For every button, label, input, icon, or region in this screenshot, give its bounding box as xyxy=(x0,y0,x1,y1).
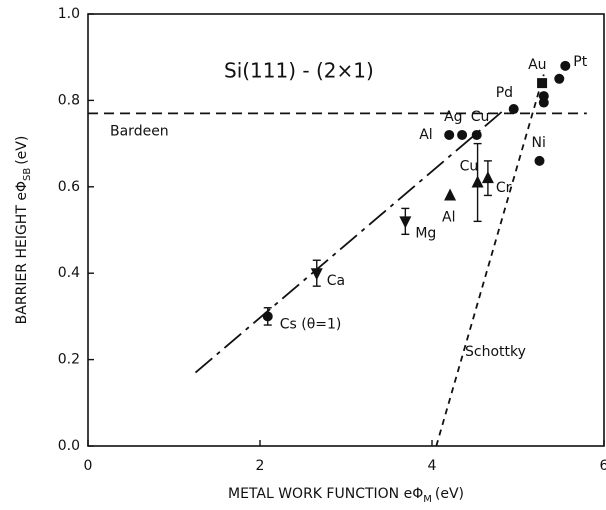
y-label-unit: (eV) xyxy=(14,136,30,165)
point xyxy=(262,311,273,322)
line-label: Schottky xyxy=(465,344,526,360)
y-tick-label: 0.4 xyxy=(58,265,80,281)
point-label: Cr xyxy=(496,180,512,196)
point-label: Ca xyxy=(327,273,345,289)
x-label-sub: M xyxy=(423,494,432,505)
point-label: Al xyxy=(442,209,455,225)
x-tick-label: 2 xyxy=(256,458,265,474)
point xyxy=(471,175,484,188)
y-axis-label: BARRIER HEIGHT eΦSB (eV) xyxy=(14,136,33,325)
y-tick-label: 0.6 xyxy=(58,179,80,195)
point xyxy=(538,97,549,108)
point-label: Cu xyxy=(471,109,490,125)
y-tick-label: 0.0 xyxy=(58,438,80,454)
y-tick-label: 0.2 xyxy=(58,352,80,368)
point-label: Au xyxy=(528,57,546,73)
fit-line xyxy=(435,74,545,447)
point xyxy=(481,171,494,184)
point xyxy=(444,129,455,140)
point-label: Mg xyxy=(415,225,436,241)
point xyxy=(399,216,412,229)
annotation: Si(111) - (2×1) xyxy=(224,59,374,83)
x-tick-label: 6 xyxy=(600,458,606,474)
point-label: Ni xyxy=(532,135,546,151)
fit-line xyxy=(194,108,506,374)
point xyxy=(537,78,548,89)
y-tick-label: 0.8 xyxy=(58,92,80,108)
y-tick-label: 1.0 xyxy=(58,6,80,22)
point xyxy=(310,268,323,281)
x-tick-label: 0 xyxy=(84,458,93,474)
y-label-sub: SB xyxy=(22,168,33,181)
point-label: Pd xyxy=(496,85,513,101)
point-label: Cu xyxy=(460,158,479,174)
x-label-unit: (eV) xyxy=(435,486,464,502)
point xyxy=(534,155,545,166)
x-tick-label: 4 xyxy=(428,458,437,474)
point xyxy=(560,60,571,71)
point-label: Pt xyxy=(573,54,587,70)
y-label-main: BARRIER HEIGHT eΦ xyxy=(14,181,30,324)
point-label: Al xyxy=(419,127,432,143)
point xyxy=(554,73,565,84)
point xyxy=(471,129,482,140)
line-label: Bardeen xyxy=(110,123,169,139)
x-label-main: METAL WORK FUNCTION eΦ xyxy=(228,486,423,502)
point-label: Ag xyxy=(444,109,462,125)
point-label: Cs (θ=1) xyxy=(280,316,342,332)
point xyxy=(508,104,519,115)
x-axis-label: METAL WORK FUNCTION eΦM (eV) xyxy=(228,486,464,505)
point xyxy=(457,129,468,140)
point xyxy=(444,188,457,201)
plot-frame xyxy=(87,13,605,447)
